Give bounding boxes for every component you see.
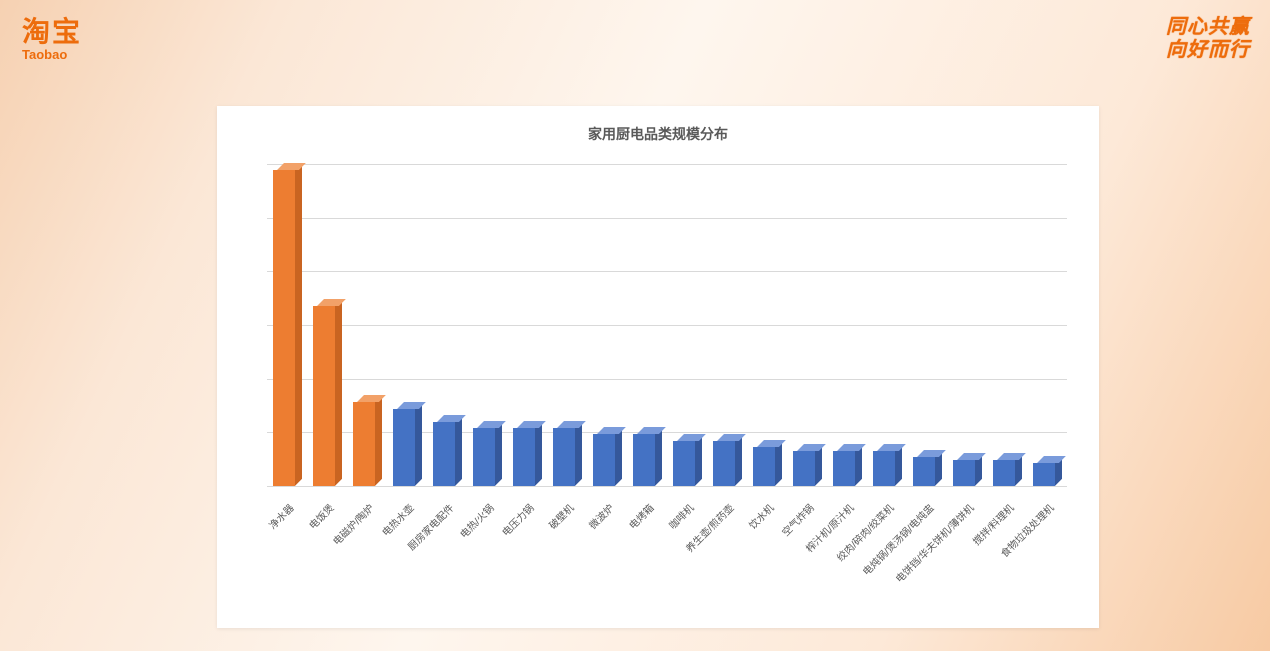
chart-gridline xyxy=(267,164,1067,166)
chart-bar-front xyxy=(353,402,375,486)
chart-bar-side xyxy=(615,427,622,486)
chart-bar-side xyxy=(295,163,302,486)
chart-bar-front xyxy=(513,428,535,486)
chart-gridline xyxy=(267,325,1067,327)
chart-title: 家用厨电品类规模分布 xyxy=(217,124,1099,144)
chart-bar xyxy=(793,444,822,486)
chart-bar-front xyxy=(953,460,975,486)
chart-bar-front xyxy=(393,409,415,486)
slide-stage: 淘宝 Taobao 同心共赢 向好而行 家用厨电品类规模分布 净水器电饭煲电磁炉… xyxy=(0,0,1270,651)
chart-bar xyxy=(593,427,622,486)
chart-bar xyxy=(753,440,782,486)
chart-bar-front xyxy=(633,434,655,486)
chart-bar-side xyxy=(575,421,582,486)
chart-bar xyxy=(473,421,502,486)
chart-x-label: 电烤箱 xyxy=(625,500,657,532)
chart-bar-front xyxy=(313,306,335,486)
chart-bar-front xyxy=(433,422,455,486)
chart-bar xyxy=(433,415,462,486)
chart-bar xyxy=(633,427,662,486)
chart-bar-front xyxy=(673,441,695,486)
chart-bar-front xyxy=(793,451,815,486)
chart-x-label: 饮水机 xyxy=(745,500,777,532)
chart-bar xyxy=(393,402,422,486)
chart-bar-front xyxy=(753,447,775,486)
chart-bar xyxy=(913,450,942,486)
chart-bar xyxy=(873,444,902,486)
chart-bar xyxy=(273,163,302,486)
chart-bar-front xyxy=(873,451,895,486)
chart-bar xyxy=(1033,456,1062,486)
chart-gridline xyxy=(267,432,1067,434)
chart-gridline xyxy=(267,379,1067,381)
chart-bar xyxy=(313,299,342,486)
chart-x-label: 咖啡机 xyxy=(665,500,697,532)
chart-bar-side xyxy=(655,427,662,486)
chart-gridline xyxy=(267,486,1067,488)
brand-slogan-right: 同心共赢 向好而行 xyxy=(1166,16,1250,62)
chart-bar-side xyxy=(535,421,542,486)
chart-bar-front xyxy=(833,451,855,486)
chart-bar-side xyxy=(695,434,702,486)
chart-x-label: 净水器 xyxy=(265,500,297,532)
chart-bar-side xyxy=(495,421,502,486)
chart-bar-front xyxy=(913,457,935,486)
chart-bar xyxy=(513,421,542,486)
chart-bar xyxy=(673,434,702,486)
chart-x-label: 破壁机 xyxy=(545,500,577,532)
chart-x-label: 电热/火锅 xyxy=(456,500,497,541)
brand-slogan-line1: 同心共赢 xyxy=(1166,16,1250,39)
chart-bar xyxy=(833,444,862,486)
chart-x-label: 电饭煲 xyxy=(305,500,337,532)
chart-bar xyxy=(353,395,382,486)
chart-bar-front xyxy=(993,460,1015,486)
chart-bar xyxy=(713,434,742,486)
chart-bar-front xyxy=(553,428,575,486)
chart-bar xyxy=(953,453,982,486)
chart-bar-side xyxy=(455,415,462,486)
chart-bar-side xyxy=(415,402,422,486)
chart-x-label: 电压力锅 xyxy=(498,500,537,539)
chart-plot-area: 净水器电饭煲电磁炉/陶炉电热水壶厨房家电配件电热/火锅电压力锅破壁机微波炉电烤箱… xyxy=(267,164,1067,486)
chart-gridline xyxy=(267,218,1067,220)
chart-x-label: 微波炉 xyxy=(585,500,617,532)
brand-logo-left: 淘宝 Taobao xyxy=(22,18,82,61)
chart-bar-front xyxy=(593,434,615,486)
chart-bar-front xyxy=(273,170,295,486)
chart-bar-front xyxy=(713,441,735,486)
chart-bar-side xyxy=(335,299,342,486)
chart-bar-front xyxy=(473,428,495,486)
chart-gridline xyxy=(267,271,1067,273)
chart-card: 家用厨电品类规模分布 净水器电饭煲电磁炉/陶炉电热水壶厨房家电配件电热/火锅电压… xyxy=(217,106,1099,628)
chart-bar-side xyxy=(375,395,382,486)
chart-x-label: 电热水壶 xyxy=(378,500,417,539)
chart-bar-side xyxy=(735,434,742,486)
chart-bar-front xyxy=(1033,463,1055,486)
brand-slogan-line2: 向好而行 xyxy=(1166,39,1250,62)
chart-x-label: 空气炸锅 xyxy=(778,500,817,539)
chart-bar xyxy=(553,421,582,486)
brand-logo-cn: 淘宝 xyxy=(22,18,82,46)
brand-logo-en: Taobao xyxy=(22,48,82,61)
chart-bar-side xyxy=(775,440,782,486)
chart-x-label: 电磁炉/陶炉 xyxy=(329,500,377,548)
chart-bar xyxy=(993,453,1022,486)
